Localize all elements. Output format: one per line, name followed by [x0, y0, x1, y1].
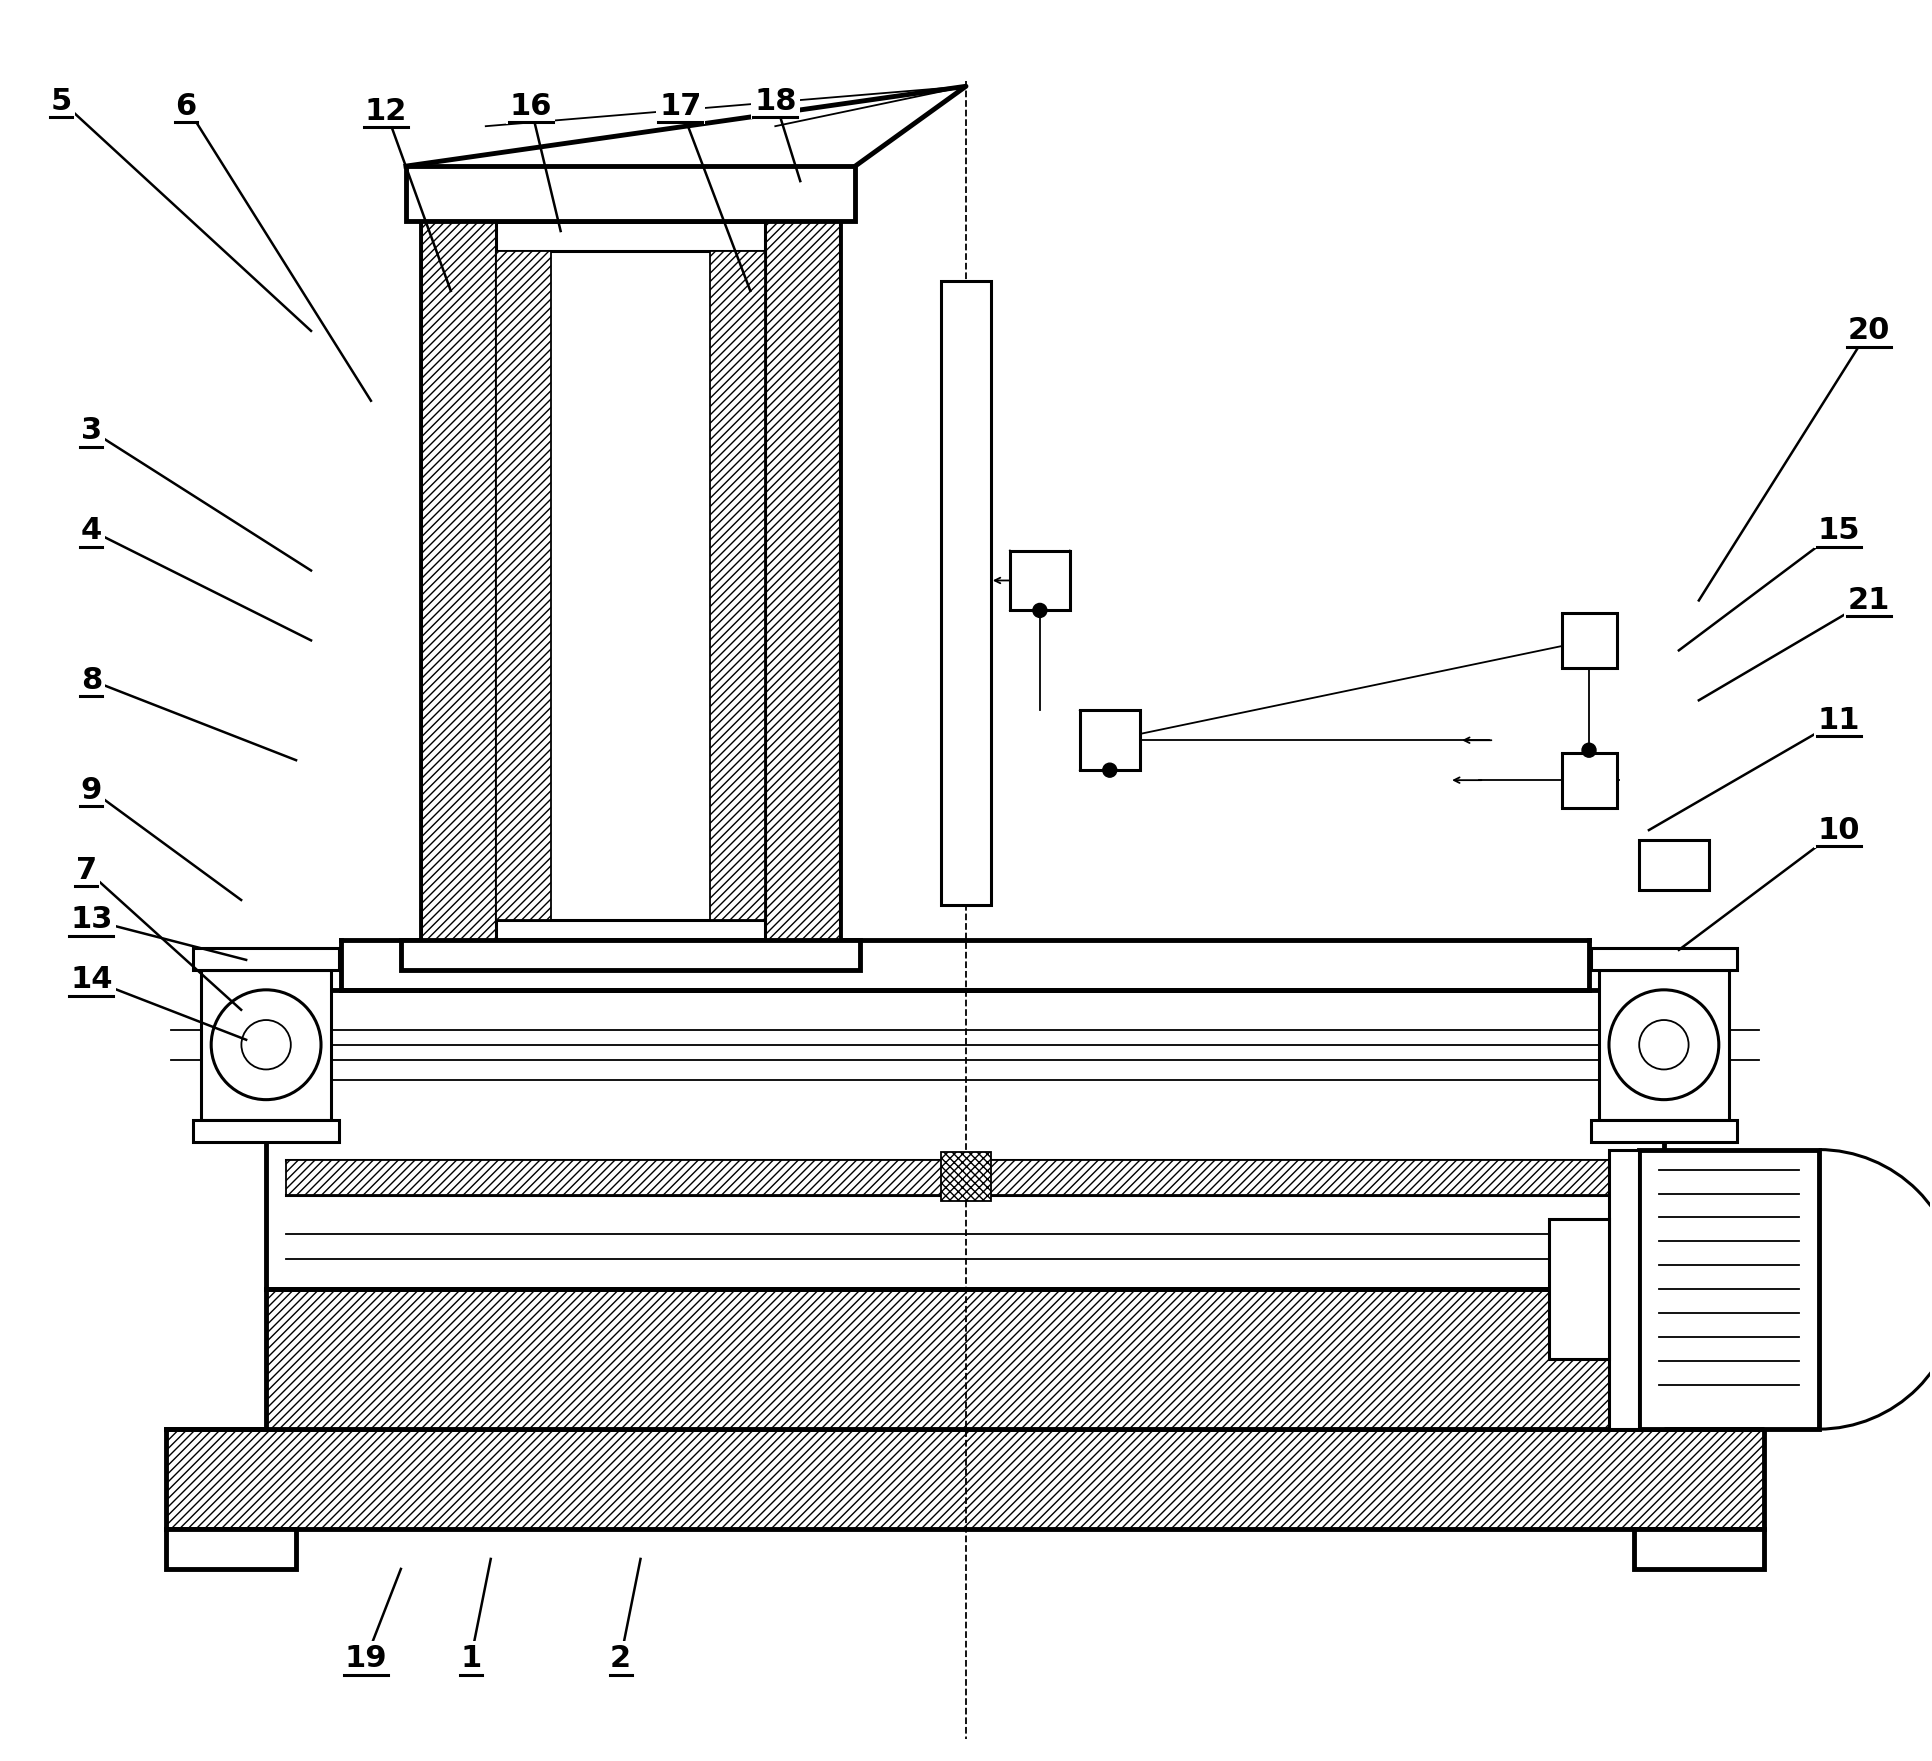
Bar [193, 1120, 338, 1141]
Bar [1634, 1529, 1764, 1569]
Text: 12: 12 [365, 97, 408, 125]
Bar [941, 282, 991, 905]
Bar [1080, 710, 1140, 770]
Text: 10: 10 [1818, 815, 1861, 845]
Circle shape [211, 990, 321, 1099]
Text: 6: 6 [176, 92, 197, 122]
Bar [497, 252, 551, 919]
Bar [1563, 613, 1617, 669]
Bar [1638, 1150, 1818, 1430]
Text: 20: 20 [1847, 317, 1889, 345]
Circle shape [1582, 743, 1596, 757]
Text: 19: 19 [344, 1645, 386, 1673]
Text: 7: 7 [75, 856, 97, 884]
Text: 5: 5 [50, 86, 71, 116]
Text: 1: 1 [460, 1645, 481, 1673]
Bar [1609, 1150, 1638, 1430]
Text: 13: 13 [70, 905, 112, 935]
Circle shape [242, 1020, 292, 1069]
Bar [765, 222, 840, 940]
Text: 21: 21 [1847, 586, 1889, 615]
Text: 17: 17 [659, 92, 701, 122]
Bar [166, 1529, 296, 1569]
Bar [497, 252, 765, 919]
Text: 16: 16 [510, 92, 553, 122]
Circle shape [1638, 1020, 1689, 1069]
Bar [201, 970, 330, 1120]
Text: 15: 15 [1818, 516, 1861, 546]
Bar [1563, 754, 1617, 808]
Text: 11: 11 [1818, 706, 1861, 734]
Circle shape [1609, 990, 1719, 1099]
Text: 8: 8 [81, 666, 102, 696]
Bar [1592, 947, 1737, 970]
Bar [941, 1152, 991, 1201]
Bar [402, 940, 860, 970]
Circle shape [1103, 763, 1117, 777]
Text: 3: 3 [81, 416, 102, 446]
Bar [1600, 970, 1729, 1120]
Text: 18: 18 [753, 86, 796, 116]
Bar [267, 1289, 1663, 1430]
Bar [286, 1159, 1644, 1194]
Bar [193, 947, 338, 970]
Bar [1010, 551, 1070, 611]
Text: 9: 9 [81, 775, 102, 805]
Bar [1592, 1120, 1737, 1141]
Text: 14: 14 [70, 965, 112, 995]
Bar [406, 166, 856, 222]
Bar [421, 222, 497, 940]
Circle shape [1034, 604, 1047, 618]
Bar [711, 252, 765, 919]
Text: 4: 4 [81, 516, 102, 546]
Bar [166, 1430, 1764, 1529]
Bar [421, 222, 840, 940]
Bar [1638, 840, 1708, 889]
Text: 2: 2 [611, 1645, 632, 1673]
Bar [1549, 1219, 1609, 1359]
